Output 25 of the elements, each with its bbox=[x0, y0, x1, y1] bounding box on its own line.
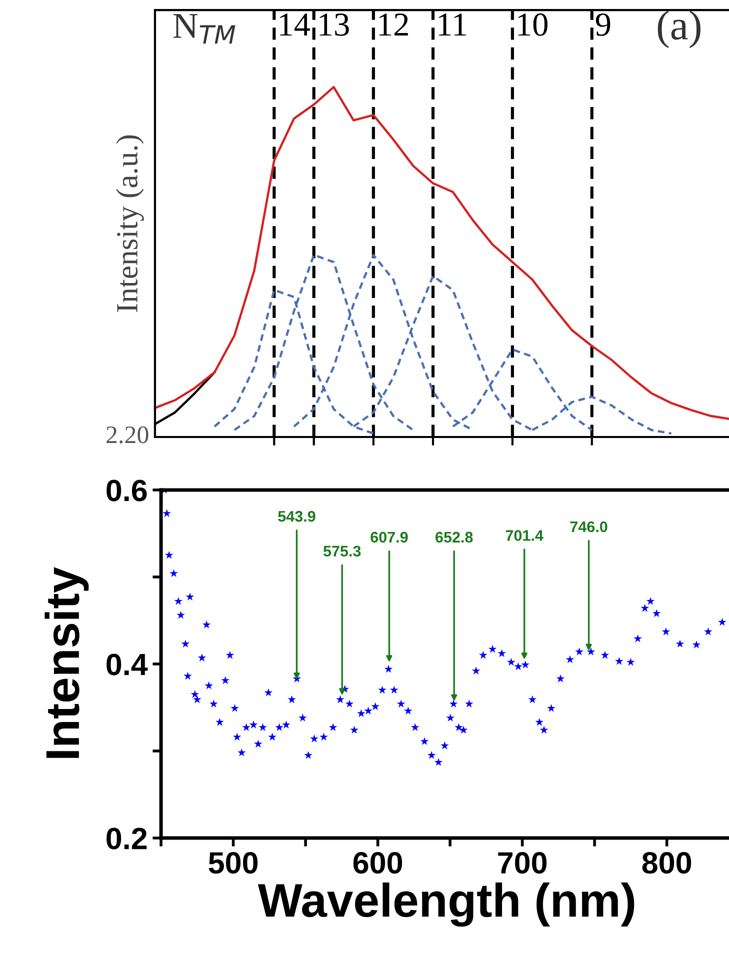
x-axis-title: Wavelength (nm) bbox=[258, 882, 634, 927]
text: 13 bbox=[320, 13, 349, 36]
annotation: 701.4 bbox=[506, 530, 544, 541]
text: 10 bbox=[518, 13, 548, 36]
y-tick-label: 0.2 bbox=[106, 828, 147, 850]
text: (a) bbox=[658, 10, 700, 48]
x-tick-label: 800 bbox=[642, 852, 692, 874]
text: 2.20 bbox=[106, 426, 148, 444]
y-tick-label: 0.4 bbox=[106, 654, 148, 676]
annotation: 652.8 bbox=[436, 532, 473, 543]
annotation: 543.9 bbox=[278, 510, 316, 522]
text: 9 bbox=[596, 13, 610, 36]
annotation: 607.9 bbox=[370, 532, 408, 543]
y-axis-title: Intensity bbox=[44, 567, 89, 758]
text: 14 bbox=[280, 14, 310, 36]
text: N$_{TM}$ bbox=[173, 14, 236, 44]
annotation: 575.3 bbox=[323, 546, 361, 557]
text: 11 bbox=[438, 14, 466, 36]
y-axis-title: Intensity (a.u.) bbox=[116, 135, 144, 312]
y-tick-label: 0.6 bbox=[106, 480, 147, 502]
annotation: 746.0 bbox=[570, 521, 608, 532]
x-tick-label: 700 bbox=[498, 852, 547, 874]
x-tick-label: 600 bbox=[353, 852, 402, 874]
x-tick-label: 500 bbox=[208, 852, 258, 874]
text: 12 bbox=[379, 13, 408, 36]
